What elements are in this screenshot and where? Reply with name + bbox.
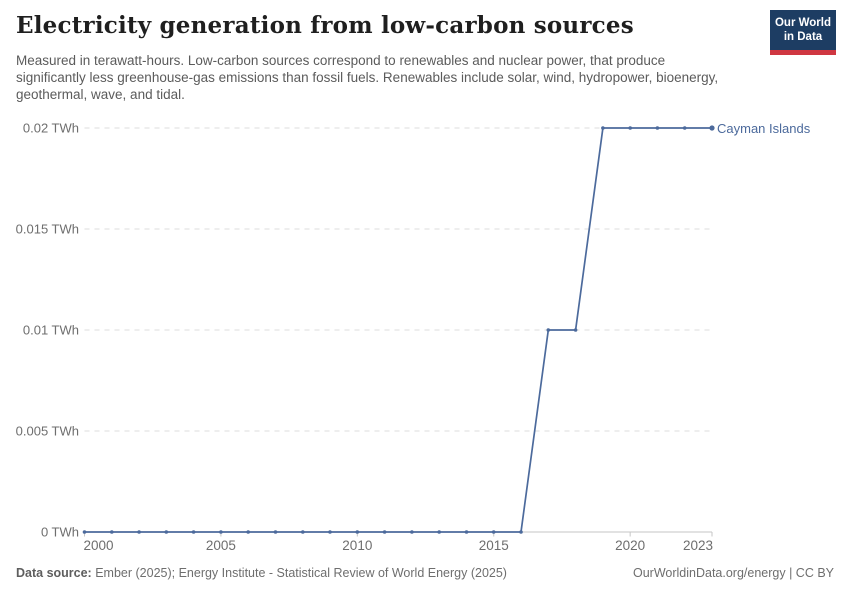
data-point xyxy=(682,126,687,130)
chart-footer: Data source: Ember (2025); Energy Instit… xyxy=(16,566,834,580)
y-tick-label: 0.01 TWh xyxy=(23,323,79,338)
x-tick-label: 2005 xyxy=(206,538,236,553)
data-point xyxy=(628,126,632,130)
data-point xyxy=(464,530,469,534)
data-source-label: Data source: xyxy=(16,566,92,580)
x-tick-label: 2015 xyxy=(479,538,509,553)
data-point xyxy=(355,530,360,534)
owid-logo[interactable]: Our World in Data xyxy=(770,10,836,55)
x-tick-label: 2010 xyxy=(342,538,372,553)
data-point xyxy=(301,530,305,534)
data-point xyxy=(110,530,114,534)
series-label-cayman-islands[interactable]: Cayman Islands xyxy=(717,121,811,136)
gridlines-group xyxy=(84,127,712,432)
data-line xyxy=(84,127,712,533)
data-point xyxy=(191,530,196,534)
data-point xyxy=(601,126,605,130)
data-point xyxy=(655,126,660,130)
data-point xyxy=(519,530,523,534)
data-point xyxy=(437,530,442,534)
data-point xyxy=(219,530,223,534)
data-source-text: Ember (2025); Energy Institute - Statist… xyxy=(91,566,507,580)
data-point xyxy=(273,530,278,534)
x-tick-label: 2020 xyxy=(615,538,645,553)
data-point xyxy=(410,530,414,534)
data-point xyxy=(382,530,387,534)
owid-logo-line2: in Data xyxy=(783,30,823,43)
data-point xyxy=(137,530,141,534)
series-group xyxy=(82,125,715,534)
y-tick-label: 0.015 TWh xyxy=(16,222,79,237)
data-point xyxy=(573,328,578,332)
data-point xyxy=(328,530,332,534)
data-point xyxy=(246,530,250,534)
data-point xyxy=(546,328,551,332)
data-point xyxy=(491,530,496,534)
license-link[interactable]: OurWorldinData.org/energy | CC BY xyxy=(632,566,834,580)
y-tick-label: 0.005 TWh xyxy=(16,424,79,439)
page-title: Electricity generation from low-carbon s… xyxy=(16,12,634,39)
y-tick-label: 0.02 TWh xyxy=(23,121,79,136)
chart-subtitle: Measured in terawatt-hours. Low-carbon s… xyxy=(16,53,719,102)
data-point xyxy=(82,530,87,534)
data-source-note: Data source: Ember (2025); Energy Instit… xyxy=(16,566,507,580)
owid-logo-line1: Our World xyxy=(774,17,831,29)
x-tick-label: 2023 xyxy=(683,538,713,553)
data-point xyxy=(164,530,169,534)
data-point xyxy=(709,125,715,131)
y-tick-label: 0 TWh xyxy=(41,525,79,540)
x-tick-label: 2000 xyxy=(84,538,114,553)
axis-labels-group: 0 TWh 0.005 TWh 0.01 TWh 0.015 TWh 0.02 TWh 2… xyxy=(16,121,713,554)
